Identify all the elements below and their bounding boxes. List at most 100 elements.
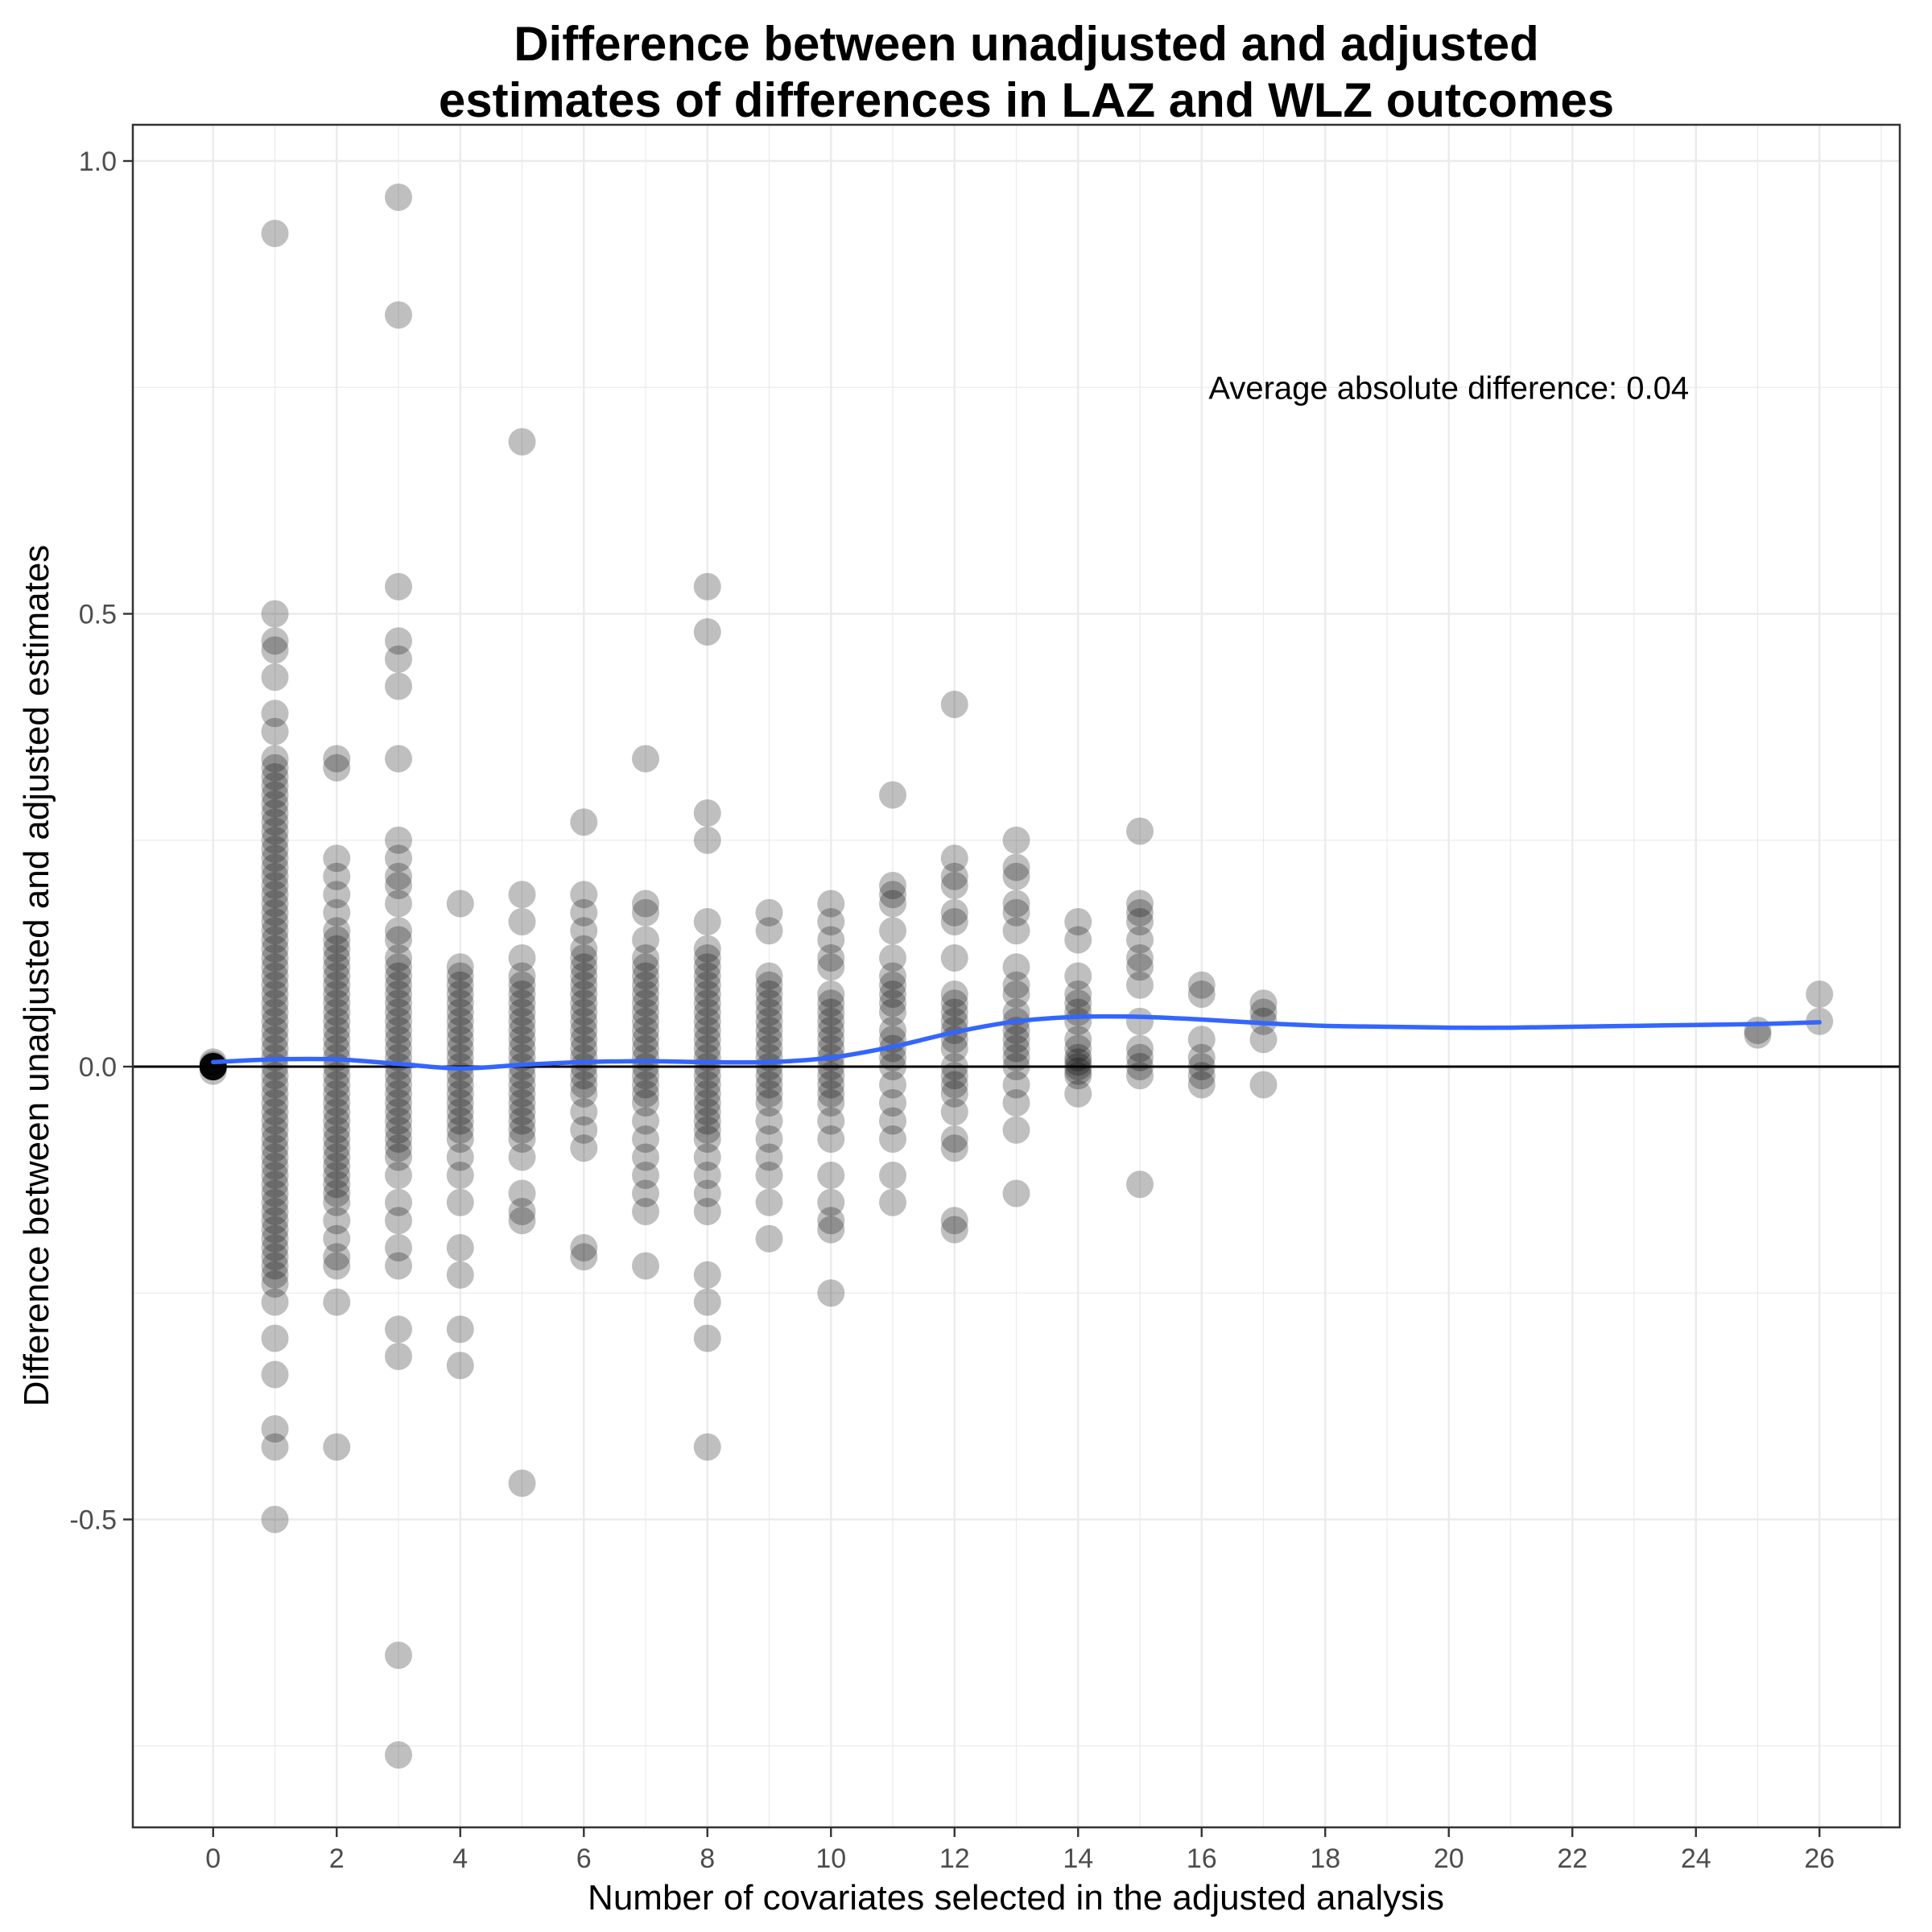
data-point — [632, 1252, 660, 1280]
data-point — [879, 881, 907, 909]
data-point — [940, 1062, 968, 1090]
data-point — [940, 1007, 968, 1035]
data-point — [261, 989, 289, 1018]
data-point — [693, 1288, 721, 1316]
data-point — [508, 1107, 536, 1135]
data-point — [446, 989, 474, 1018]
data-point — [693, 1034, 721, 1063]
data-point — [1249, 998, 1278, 1026]
data-point — [817, 989, 845, 1018]
data-point — [385, 989, 413, 1018]
data-point — [632, 1107, 660, 1135]
x-tick-label: 16 — [1187, 1843, 1217, 1874]
data-point — [323, 1007, 351, 1035]
data-point — [446, 980, 474, 1008]
data-point — [632, 962, 660, 990]
data-point — [261, 1170, 289, 1199]
x-axis-ticks: 0 2 4 6 8 10 12 14 16 18 20 22 24 26 — [205, 1827, 1835, 1874]
data-point — [261, 781, 289, 809]
data-point — [508, 1026, 536, 1054]
data-point — [385, 1125, 413, 1153]
data-point — [693, 944, 721, 972]
data-point — [261, 1026, 289, 1054]
data-point — [385, 1098, 413, 1126]
data-point — [570, 935, 598, 963]
data-point — [879, 890, 907, 918]
data-point — [1002, 980, 1030, 1008]
data-point — [385, 1252, 413, 1280]
data-point — [446, 953, 474, 981]
data-point — [940, 872, 968, 899]
data-point — [508, 1080, 536, 1108]
data-point — [323, 998, 351, 1026]
data-point — [323, 971, 351, 999]
data-point — [940, 944, 968, 972]
y-tick-label: 1.0 — [79, 147, 117, 177]
data-point — [570, 962, 598, 990]
data-point — [1249, 1071, 1278, 1099]
data-point — [261, 917, 289, 945]
data-point — [632, 898, 660, 927]
data-point — [879, 781, 907, 809]
data-point — [570, 1243, 598, 1271]
data-point — [508, 1125, 536, 1153]
x-tick-label: 18 — [1310, 1843, 1340, 1874]
data-point — [755, 917, 783, 945]
data-point — [261, 1034, 289, 1063]
data-point — [570, 1007, 598, 1035]
data-point — [446, 971, 474, 999]
data-point — [446, 1098, 474, 1126]
data-point — [261, 1433, 289, 1461]
data-point — [508, 962, 536, 990]
data-point — [940, 862, 968, 890]
data-point — [446, 1043, 474, 1071]
data-point — [940, 1216, 968, 1244]
data-point — [385, 872, 413, 899]
data-point — [693, 1433, 721, 1461]
data-point — [446, 962, 474, 990]
data-point — [261, 1505, 289, 1534]
data-point — [693, 572, 721, 601]
data-point — [1064, 1048, 1092, 1076]
data-point — [817, 1026, 845, 1054]
data-point — [508, 1143, 536, 1171]
data-point — [693, 1026, 721, 1054]
data-point — [632, 1026, 660, 1054]
data-point — [693, 799, 721, 827]
data-point — [446, 1080, 474, 1108]
data-point — [879, 1125, 907, 1153]
data-point — [940, 898, 968, 927]
data-point — [323, 989, 351, 1018]
data-point — [940, 844, 968, 873]
data-point — [755, 971, 783, 999]
data-point — [446, 1071, 474, 1099]
data-point — [1002, 971, 1030, 999]
data-point — [940, 691, 968, 718]
data-point — [261, 980, 289, 1008]
data-point — [693, 1089, 721, 1117]
data-point — [1125, 1053, 1154, 1080]
data-point — [508, 1098, 536, 1126]
data-point — [817, 1071, 845, 1099]
data-point — [570, 917, 598, 945]
data-point — [693, 953, 721, 981]
chart-title-line-1: Difference between unadjusted and adjust… — [514, 17, 1539, 71]
data-point — [632, 1162, 660, 1189]
data-point — [385, 917, 413, 945]
data-point — [1002, 898, 1030, 927]
data-point — [879, 1089, 907, 1117]
data-point — [323, 1080, 351, 1108]
data-point — [261, 935, 289, 963]
data-point — [385, 826, 413, 854]
data-point — [570, 998, 598, 1026]
data-point — [570, 1234, 598, 1261]
data-point — [261, 1080, 289, 1108]
data-point — [446, 1352, 474, 1380]
average-absolute-difference-annotation: Average absolute difference: 0.04 — [1208, 370, 1689, 406]
x-tick-label: 2 — [329, 1843, 345, 1874]
data-point — [261, 1207, 289, 1235]
data-point — [879, 998, 907, 1026]
data-point — [508, 1116, 536, 1144]
data-point — [1125, 817, 1154, 845]
data-point — [261, 1017, 289, 1044]
